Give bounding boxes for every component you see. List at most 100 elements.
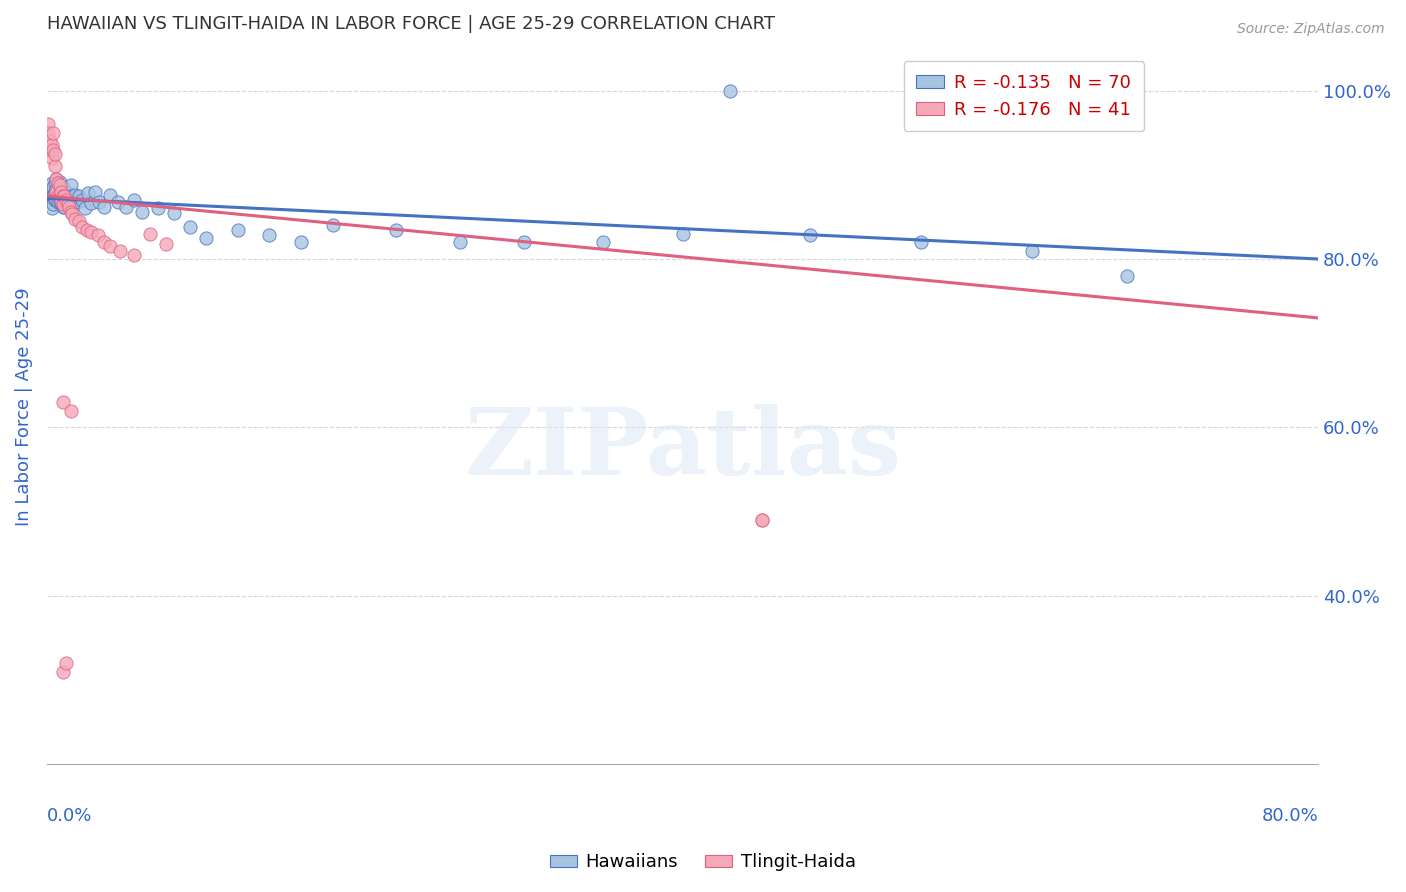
Point (46, 194, 69, 209)
Point (63, 193, 86, 207)
Point (56, 196, 79, 211)
Point (131, 204, 153, 219)
Point (37, 189, 59, 203)
Point (51, 188, 73, 202)
Point (59, 403, 82, 417)
Point (51, 193, 73, 207)
Point (46, 186, 69, 201)
Point (42, 143, 65, 157)
Point (1021, 244, 1043, 258)
Point (44, 185, 66, 199)
Text: 80.0%: 80.0% (1261, 807, 1319, 825)
Text: 0.0%: 0.0% (46, 807, 93, 825)
Point (107, 194, 129, 209)
Point (799, 228, 821, 243)
Point (59, 189, 82, 203)
Point (41, 202, 63, 216)
Point (46, 176, 69, 190)
Point (55, 657, 77, 671)
Point (55, 193, 77, 207)
Point (42, 126, 65, 140)
Point (259, 228, 281, 243)
Point (41, 151, 63, 165)
Point (226, 222, 249, 236)
Point (194, 231, 217, 245)
Point (60, 197, 83, 211)
Point (45, 185, 67, 199)
Point (51, 185, 73, 199)
Point (70, 219, 93, 234)
Point (59, 178, 82, 192)
Point (67, 214, 90, 228)
Text: ZIPatlas: ZIPatlas (464, 404, 901, 494)
Point (52, 200, 75, 214)
Point (66, 194, 89, 209)
Point (52, 189, 75, 203)
Point (55, 185, 77, 199)
Point (41, 189, 63, 203)
Point (60, 206, 83, 220)
Point (37, 117, 59, 131)
Point (124, 248, 146, 262)
Point (44, 146, 66, 161)
Point (48, 178, 70, 192)
Point (290, 235, 312, 249)
Point (52, 180, 75, 194)
Point (48, 189, 70, 203)
Point (512, 235, 534, 249)
Point (41, 138, 63, 153)
Point (73, 202, 96, 216)
Point (1116, 268, 1139, 283)
Point (42, 180, 65, 194)
Y-axis label: In Labor Force | Age 25-29: In Labor Force | Age 25-29 (15, 287, 32, 525)
Point (39, 193, 62, 207)
Point (53, 191, 76, 205)
Point (42, 189, 65, 203)
Point (100, 239, 122, 253)
Point (52, 395, 75, 409)
Point (751, 513, 773, 527)
Point (93, 235, 115, 249)
Point (93, 200, 115, 214)
Point (108, 244, 131, 258)
Point (51, 196, 73, 211)
Point (65, 211, 87, 226)
Point (37, 126, 59, 140)
Point (39, 143, 62, 157)
Point (58, 200, 80, 214)
Point (48, 174, 70, 188)
Point (45, 172, 67, 186)
Point (41, 176, 63, 190)
Text: HAWAIIAN VS TLINGIT-HAIDA IN LABOR FORCE | AGE 25-29 CORRELATION CHART: HAWAIIAN VS TLINGIT-HAIDA IN LABOR FORCE… (46, 15, 775, 33)
Point (52, 188, 75, 202)
Point (77, 186, 100, 201)
Point (146, 202, 169, 216)
Point (115, 200, 138, 214)
Point (44, 159, 66, 173)
Point (671, 227, 693, 241)
Point (45, 172, 67, 186)
Point (80, 196, 103, 211)
Point (55, 193, 77, 207)
Point (163, 205, 186, 219)
Point (155, 236, 177, 251)
Point (53, 189, 76, 203)
Point (39, 185, 62, 199)
Point (46, 176, 69, 190)
Point (449, 235, 471, 249)
Point (322, 219, 344, 233)
Point (592, 235, 614, 249)
Point (910, 235, 932, 249)
Point (58, 189, 80, 203)
Point (139, 227, 162, 241)
Point (751, 513, 773, 527)
Point (100, 188, 122, 202)
Point (48, 194, 70, 209)
Text: Source: ZipAtlas.com: Source: ZipAtlas.com (1237, 22, 1385, 37)
Point (53, 200, 76, 214)
Point (42, 197, 65, 211)
Point (385, 222, 408, 236)
Point (70, 193, 93, 207)
Point (124, 193, 146, 207)
Point (80, 225, 103, 239)
